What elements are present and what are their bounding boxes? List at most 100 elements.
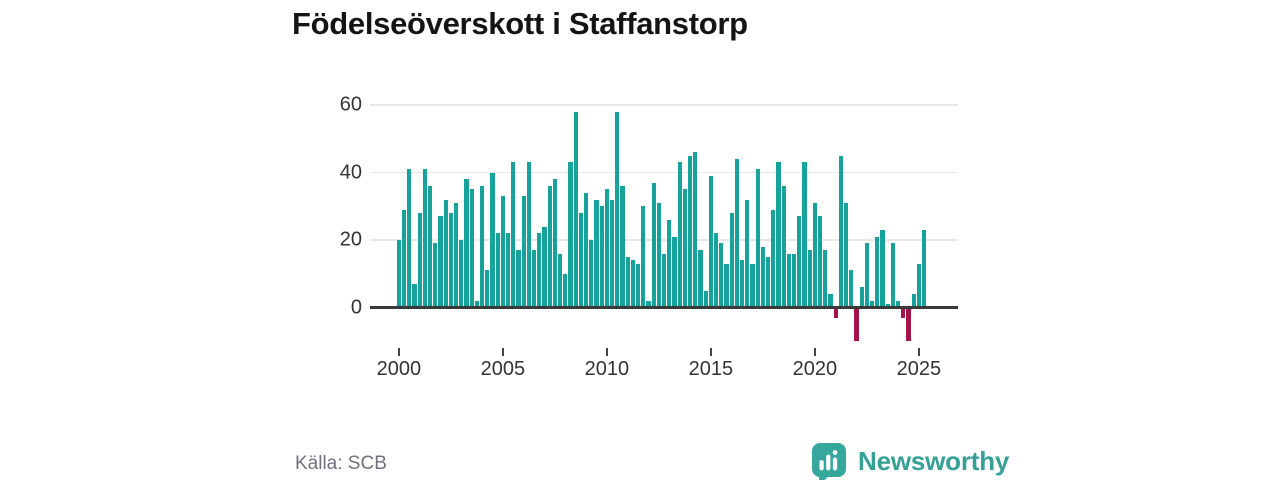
bar-2013-Q4 bbox=[682, 189, 687, 308]
bar-2014-Q2 bbox=[693, 152, 698, 308]
bar-2011-Q2 bbox=[630, 260, 635, 308]
newsworthy-logo: Newsworthy bbox=[810, 441, 1009, 480]
bar-2008-Q1 bbox=[563, 273, 568, 308]
newsworthy-speech-bubble-chart-icon bbox=[812, 443, 846, 480]
bar-2008-Q4 bbox=[578, 213, 583, 308]
bar-2010-Q4 bbox=[620, 186, 625, 308]
bar-2004-Q2 bbox=[485, 270, 490, 308]
chart-title: Födelseöverskott i Staffanstorp bbox=[292, 6, 748, 41]
bar-2006-Q3 bbox=[531, 250, 537, 308]
bar-2009-Q4 bbox=[599, 206, 604, 308]
bar-2015-Q1 bbox=[708, 175, 713, 308]
bar-2002-Q1 bbox=[438, 216, 443, 308]
bar-2022-Q2 bbox=[859, 287, 864, 308]
bar-2015-Q4 bbox=[724, 263, 729, 308]
bar-2016-Q1 bbox=[729, 213, 734, 308]
y-axis-label-40: 40 bbox=[339, 161, 362, 183]
x-axis-label-2000: 2000 bbox=[376, 357, 422, 380]
bar-2013-Q3 bbox=[677, 162, 682, 308]
bar-2022-Q3 bbox=[864, 243, 869, 308]
bar-2019-Q3 bbox=[802, 162, 807, 308]
newsworthy-wordmark: Newsworthy bbox=[858, 446, 1010, 476]
bar-2015-Q3 bbox=[719, 243, 724, 308]
bar-2019-Q2 bbox=[797, 216, 802, 308]
y-axis-label-20: 20 bbox=[339, 228, 362, 251]
bar-2007-Q1 bbox=[542, 226, 547, 308]
bar-2020-Q1 bbox=[812, 202, 817, 308]
x-axis-tick-2025 bbox=[918, 347, 920, 356]
bar-2021-Q4 bbox=[849, 270, 854, 308]
bar-2023-Q3 bbox=[885, 304, 890, 308]
bar-2016-Q4 bbox=[745, 199, 750, 308]
bar-2002-Q3 bbox=[448, 213, 453, 308]
bar-2000-Q2 bbox=[401, 209, 407, 308]
bar-2007-Q2 bbox=[547, 186, 552, 308]
bar-2000-Q1 bbox=[396, 240, 401, 308]
bar-2002-Q2 bbox=[443, 199, 448, 308]
bar-2023-Q4 bbox=[890, 243, 895, 308]
bar-2015-Q2 bbox=[713, 233, 719, 308]
bar-2007-Q4 bbox=[557, 253, 563, 308]
bar-2010-Q3 bbox=[615, 111, 620, 308]
bar-2003-Q2 bbox=[464, 179, 469, 308]
x-axis-label-2010: 2010 bbox=[584, 357, 630, 380]
bar-2000-Q3 bbox=[407, 169, 412, 308]
bar-2023-Q2 bbox=[880, 229, 885, 308]
x-axis-tick-2010 bbox=[606, 347, 608, 356]
bar-2017-Q3 bbox=[760, 246, 765, 308]
bar-2013-Q2 bbox=[672, 236, 677, 308]
bar-2021-Q3 bbox=[843, 202, 849, 308]
bar-2001-Q4 bbox=[433, 243, 438, 308]
bar-2016-Q2 bbox=[734, 159, 739, 308]
x-axis-tick-2005 bbox=[502, 347, 504, 356]
bar-2016-Q3 bbox=[739, 260, 745, 308]
y-axis-label-60: 60 bbox=[339, 93, 362, 116]
bar-2007-Q3 bbox=[552, 179, 557, 308]
bar-2017-Q4 bbox=[765, 256, 771, 308]
bar-2012-Q2 bbox=[651, 182, 656, 308]
x-axis-label-2015: 2015 bbox=[688, 357, 734, 380]
y-axis-label-0: 0 bbox=[350, 296, 362, 318]
bar-2009-Q3 bbox=[594, 199, 599, 308]
bar-2024-Q2 bbox=[901, 307, 906, 318]
bar-2021-Q1 bbox=[833, 307, 838, 318]
x-axis-label-2020: 2020 bbox=[792, 357, 838, 380]
bar-2011-Q3 bbox=[635, 263, 641, 308]
bar-2019-Q4 bbox=[807, 250, 812, 308]
bar-2008-Q3 bbox=[573, 111, 578, 308]
x-axis-tick-2020 bbox=[814, 347, 816, 356]
bar-2001-Q2 bbox=[422, 169, 427, 308]
bar-2014-Q3 bbox=[698, 250, 703, 308]
bar-2005-Q3 bbox=[511, 162, 516, 308]
bar-2018-Q2 bbox=[776, 162, 781, 308]
bar-2005-Q2 bbox=[505, 233, 511, 308]
bar-2017-Q1 bbox=[750, 263, 755, 308]
bar-2018-Q4 bbox=[786, 253, 791, 308]
bar-2000-Q4 bbox=[412, 283, 417, 308]
bar-2005-Q4 bbox=[516, 250, 521, 308]
bar-2010-Q1 bbox=[604, 189, 609, 308]
gridline-60 bbox=[370, 104, 958, 106]
bar-2008-Q2 bbox=[568, 162, 573, 308]
bar-2006-Q2 bbox=[526, 162, 531, 308]
bar-2006-Q4 bbox=[537, 233, 542, 308]
bar-2006-Q1 bbox=[521, 196, 526, 308]
bar-2004-Q1 bbox=[479, 186, 485, 308]
bar-2012-Q3 bbox=[656, 202, 661, 308]
bar-2022-Q4 bbox=[869, 300, 875, 308]
bar-2024-Q1 bbox=[895, 300, 901, 308]
x-axis-tick-2015 bbox=[710, 347, 712, 356]
gridline-40 bbox=[370, 171, 958, 174]
bar-2012-Q1 bbox=[646, 300, 651, 308]
bar-2001-Q1 bbox=[417, 213, 422, 308]
bar-2019-Q1 bbox=[791, 253, 797, 308]
gridline-20 bbox=[370, 239, 958, 241]
bar-2020-Q4 bbox=[828, 294, 833, 308]
bar-2024-Q3 bbox=[906, 307, 911, 342]
bar-2020-Q2 bbox=[817, 216, 823, 308]
bar-2022-Q1 bbox=[854, 307, 859, 342]
bar-2003-Q3 bbox=[469, 189, 474, 308]
bar-2010-Q2 bbox=[609, 199, 615, 308]
